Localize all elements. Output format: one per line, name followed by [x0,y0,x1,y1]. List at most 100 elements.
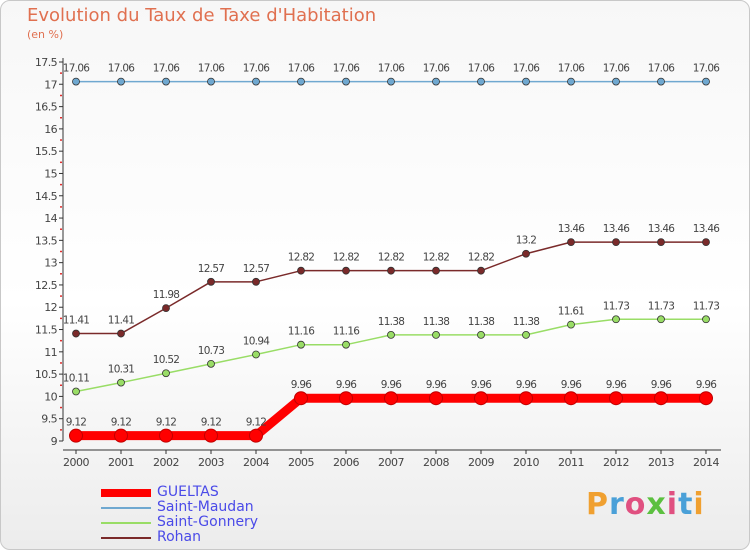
y-tick-label: 10.5 [35,368,58,381]
data-label: 10.52 [153,354,180,366]
series-gueltas: 9.12 9.12 9.12 9.12 9.12 9.96 9.96 9.96 9.96 9.96… [66,379,718,443]
data-label: 11.38 [468,316,495,328]
series-rohan: 11.41 11.41 11.98 12.57 12.57 12.82 12.82 12.82… [63,223,721,338]
data-label: 9.12 [111,417,132,429]
y-tick-label: 11 [44,346,57,359]
x-tick-label: 2004 [243,456,269,469]
data-label: 12.82 [423,252,450,264]
logo-letter: x [646,487,667,522]
series-saint-maudan: 17.06 17.06 17.06 17.06 17.06 17.06 17.06 17.06… [63,63,721,86]
data-label: 17.06 [243,63,271,75]
data-label: 9.12 [66,417,87,429]
legend-label: Saint-Gonnery [157,514,259,530]
x-tick-label: 2003 [198,456,224,469]
y-tick-label: 17.5 [35,56,58,69]
chart-subtitle: (en %) [27,28,64,41]
data-point [297,77,305,86]
data-point [612,77,620,86]
data-label: 17.06 [468,63,496,75]
data-point [384,391,398,406]
data-point [69,428,83,443]
data-label: 13.46 [648,223,676,235]
data-point [72,387,80,396]
data-point [519,391,533,406]
data-label: 12.82 [333,252,360,264]
data-point [567,77,575,86]
x-tick-label: 2007 [378,456,404,469]
data-label: 17.06 [333,63,361,75]
y-tick-label: 14 [44,212,57,225]
x-tick-label: 2005 [288,456,314,469]
y-tick-label: 9 [51,435,58,448]
data-point [252,77,260,86]
data-label: 9.96 [471,379,493,391]
data-point [114,428,128,443]
series-saint-gonnery: 10.11 10.31 10.52 10.73 10.94 11.16 11.16 11.38… [63,300,720,396]
logo-letter: i [693,487,705,522]
data-point [162,77,170,86]
x-tick-label: 2001 [108,456,134,469]
data-label: 17.06 [648,63,676,75]
y-tick-label: 11.5 [35,324,58,337]
data-label: 11.16 [333,326,361,338]
data-label: 11.41 [63,315,90,327]
legend-swatch [101,521,151,524]
data-label: 10.11 [63,373,90,385]
data-label: 10.73 [198,345,225,357]
data-label: 17.06 [108,63,136,75]
data-label: 17.06 [558,63,586,75]
data-point [609,391,623,406]
data-point [699,391,713,406]
data-label: 10.94 [243,335,271,347]
data-point [162,369,170,378]
data-point [342,77,350,86]
x-tick-label: 2008 [423,456,449,469]
data-label: 9.12 [201,417,222,429]
data-point [612,315,620,324]
data-label: 9.96 [516,379,538,391]
data-point [207,77,215,86]
logo-letter: r [609,487,625,522]
x-tick-label: 2013 [648,456,674,469]
data-label: 9.12 [156,417,177,429]
data-point [252,277,260,286]
data-label: 13.2 [516,235,537,247]
chart-axes: 9 9.5 10 10.5 11 11.5 12 12.5 13 13.5 14 14.5 15 15.5… [35,56,721,469]
data-label: 13.46 [603,223,631,235]
data-label: 11.41 [108,315,135,327]
data-label: 13.46 [693,223,721,235]
data-label: 17.06 [603,63,631,75]
data-point [657,315,665,324]
y-tick-label: 16 [44,123,57,136]
data-point [702,315,710,324]
chart-title: Evolution du Taux de Taxe d'Habitation [27,5,377,26]
data-point [297,266,305,275]
x-tick-label: 2009 [468,456,494,469]
data-point [342,266,350,275]
x-tick-label: 2000 [63,456,89,469]
data-point [207,277,215,286]
data-label: 9.96 [336,379,358,391]
data-label: 9.96 [606,379,628,391]
data-label: 11.38 [423,316,450,328]
data-label: 17.06 [63,63,91,75]
y-tick-label: 13.5 [35,234,58,247]
data-point [702,77,710,86]
data-label: 17.06 [378,63,406,75]
data-point [387,77,395,86]
data-point [657,77,665,86]
data-label: 9.96 [651,379,673,391]
data-point [657,238,665,247]
x-tick-label: 2010 [513,456,539,469]
legend-swatch [101,488,151,497]
y-tick-label: 13 [44,257,57,270]
data-label: 9.96 [381,379,403,391]
data-label: 11.61 [558,306,585,318]
data-point [249,428,263,443]
y-tick-label: 10 [44,390,57,403]
data-point [162,304,170,313]
logo-letter: i [666,487,679,522]
data-label: 11.38 [513,316,540,328]
legend-item: Rohan [101,530,258,545]
